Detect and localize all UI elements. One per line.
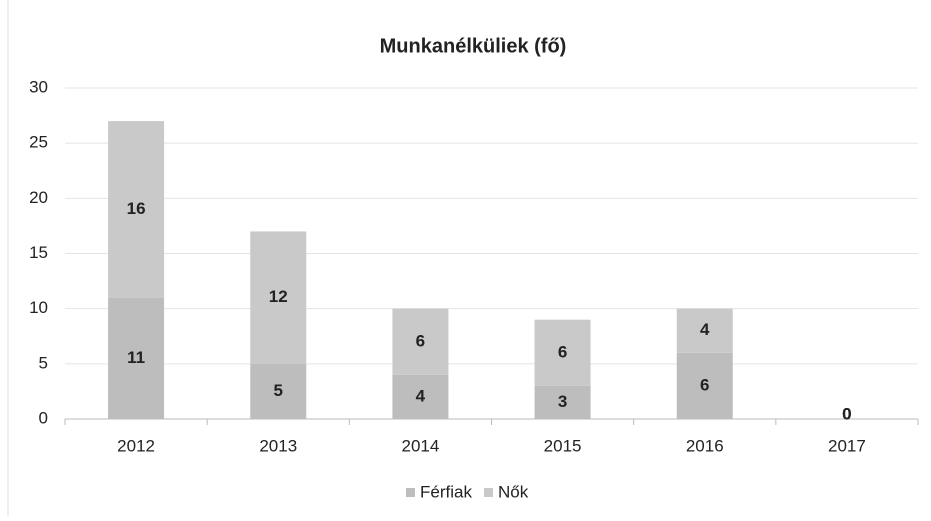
bar-segment xyxy=(534,385,591,419)
bar-segment xyxy=(108,121,165,298)
y-tick-label: 30 xyxy=(29,77,48,96)
bar-segment xyxy=(392,374,449,419)
y-tick-label: 25 xyxy=(29,133,48,152)
x-tick-label: 2015 xyxy=(544,436,582,455)
data-label: 0 xyxy=(842,404,851,423)
bar-segment xyxy=(250,231,307,364)
data-label: 6 xyxy=(416,331,425,350)
data-label: 6 xyxy=(558,342,567,361)
bar-segment xyxy=(250,363,307,419)
chart-title: Munkanélküliek (fő) xyxy=(380,35,567,57)
data-label: 16 xyxy=(127,199,146,218)
x-tick-label: 2012 xyxy=(117,436,155,455)
data-label: 3 xyxy=(558,392,567,411)
data-label: 11 xyxy=(127,348,145,367)
x-tick-label: 2014 xyxy=(402,436,440,455)
data-label: 0 xyxy=(842,404,851,423)
y-tick-label: 0 xyxy=(39,408,48,427)
y-tick-label: 10 xyxy=(29,298,48,317)
data-label: 12 xyxy=(269,287,288,306)
data-label: 4 xyxy=(700,320,710,339)
bar-segment xyxy=(676,352,733,419)
x-tick-label: 2016 xyxy=(686,436,724,455)
legend-swatch xyxy=(406,488,415,497)
bar-segment xyxy=(676,308,733,353)
legend-label: Férfiak xyxy=(420,482,472,501)
y-tick-label: 5 xyxy=(39,353,48,372)
data-label: 4 xyxy=(416,386,426,405)
y-tick-label: 15 xyxy=(29,243,48,262)
bar-segment xyxy=(108,297,165,419)
legend-label: Nők xyxy=(498,482,529,501)
x-tick-label: 2017 xyxy=(828,436,866,455)
data-label: 5 xyxy=(274,381,283,400)
y-tick-label: 20 xyxy=(29,188,48,207)
bar-segment xyxy=(534,319,591,386)
data-label: 6 xyxy=(700,375,709,394)
legend-swatch xyxy=(483,488,493,497)
x-tick-label: 2013 xyxy=(259,436,297,455)
bar-segment xyxy=(392,308,449,375)
